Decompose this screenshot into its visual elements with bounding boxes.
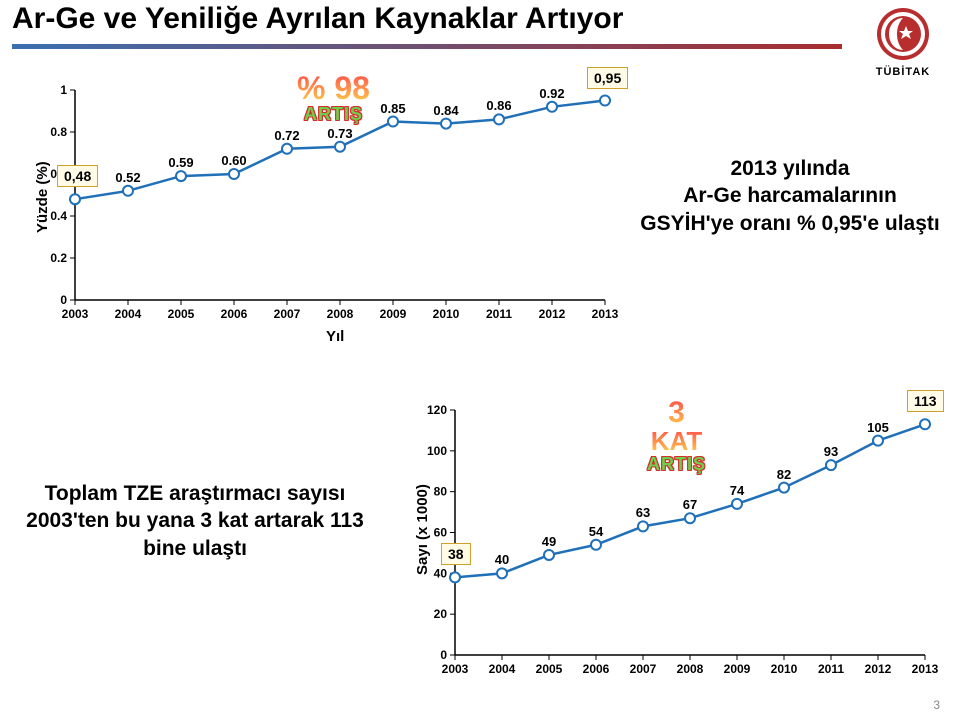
svg-text:0: 0 [60,293,67,307]
page-number: 3 [933,698,940,712]
svg-text:2012: 2012 [865,662,892,676]
top-point-label: 0.72 [274,128,299,143]
bottom-point-label: 93 [824,444,838,459]
svg-text:20: 20 [434,607,448,621]
top-chart-svg: 00.20.40.60.8120032004200520062007200820… [20,70,620,350]
svg-text:2009: 2009 [724,662,751,676]
bottom-point-label: 67 [683,497,697,512]
svg-text:2011: 2011 [486,307,512,321]
svg-text:40: 40 [434,566,448,580]
top-y-axis-label: Yüzde (%) [34,161,51,233]
svg-text:2013: 2013 [912,662,939,676]
bottom-side-text: Toplam TZE araştırmacı sayısı 2003'ten b… [10,480,380,562]
bottom-point-label: 40 [495,552,509,567]
svg-text:2003: 2003 [62,307,89,321]
top-first-value-box: 0,48 [57,165,98,187]
top-chart: 00.20.40.60.8120032004200520062007200820… [20,70,620,350]
svg-text:2003: 2003 [442,662,469,676]
svg-text:0.8: 0.8 [50,125,67,139]
logo-icon [873,4,933,64]
svg-text:2008: 2008 [677,662,704,676]
svg-text:2005: 2005 [168,307,195,321]
page-title: Ar-Ge ve Yeniliğe Ayrılan Kaynaklar Artı… [12,2,623,36]
bottom-point-label: 49 [542,534,556,549]
svg-text:2008: 2008 [327,307,354,321]
top-point-label: 0.92 [539,86,564,101]
top-point-label: 0.85 [380,101,405,116]
bottom-chart-svg: 0 20 40 60 80 100 120 2003 2004 2005 2006 2007 2008 2… [400,390,940,700]
svg-text:0: 0 [440,648,447,662]
bottom-last-value-box: 113 [907,390,944,412]
svg-text:2006: 2006 [221,307,248,321]
svg-text:2010: 2010 [771,662,798,676]
svg-text:2005: 2005 [536,662,563,676]
svg-text:0.2: 0.2 [50,251,67,265]
bottom-y-axis-label: Sayı (x 1000) [414,484,431,575]
svg-text:2013: 2013 [592,307,619,321]
top-point-label: 0.73 [327,126,352,141]
svg-text:2007: 2007 [274,307,301,321]
bottom-point-label: 82 [777,467,791,482]
bottom-point-label: 54 [589,524,603,539]
svg-text:2004: 2004 [489,662,516,676]
svg-text:2010: 2010 [433,307,460,321]
top-point-label: 0.86 [486,98,511,113]
top-side-text: 2013 yılındaAr-Ge harcamalarının GSYİH'y… [640,155,940,237]
top-point-label: 0.60 [221,153,246,168]
svg-text:2007: 2007 [630,662,657,676]
svg-text:60: 60 [434,526,448,540]
bottom-first-value-box: 38 [441,543,471,565]
svg-text:2012: 2012 [539,307,566,321]
svg-text:120: 120 [427,403,447,417]
top-point-label: 0.84 [433,103,458,118]
bottom-point-label: 74 [730,483,744,498]
top-x-axis-label: Yıl [326,328,344,345]
svg-text:2009: 2009 [380,307,407,321]
header-divider [12,44,842,49]
logo: TÜBİTAK [860,4,946,78]
top-point-label: 0.52 [115,170,140,185]
bottom-point-label: 63 [636,505,650,520]
svg-text:2004: 2004 [115,307,142,321]
bottom-chart: 0 20 40 60 80 100 120 2003 2004 2005 2006 2007 2008 2… [400,390,940,700]
svg-text:2011: 2011 [818,662,844,676]
bottom-point-label: 105 [867,420,889,435]
svg-text:0.4: 0.4 [50,209,67,223]
svg-text:80: 80 [434,485,448,499]
svg-text:1: 1 [60,83,67,97]
svg-text:2006: 2006 [583,662,610,676]
svg-text:100: 100 [427,444,447,458]
top-point-label: 0.59 [168,155,193,170]
logo-text: TÜBİTAK [860,66,946,78]
top-last-value-box: 0,95 [587,67,628,89]
